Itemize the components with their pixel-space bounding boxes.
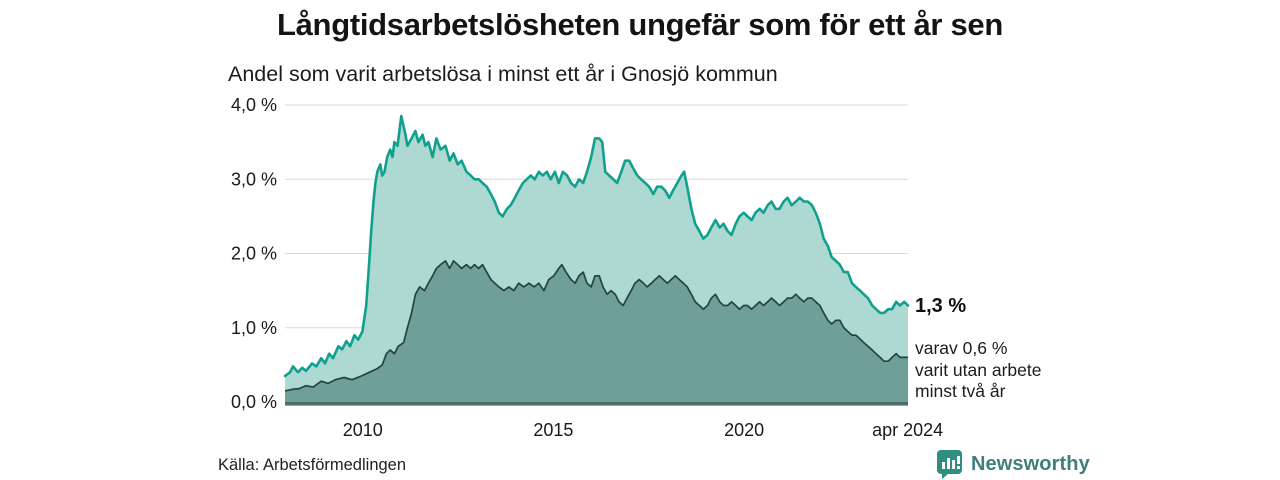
svg-text:2,0 %: 2,0 % [231, 244, 277, 264]
svg-text:1,0 %: 1,0 % [231, 318, 277, 338]
svg-text:2015: 2015 [533, 420, 573, 440]
svg-text:4,0 %: 4,0 % [231, 95, 277, 115]
page-title: Långtidsarbetslösheten ungefär som för e… [276, 7, 1003, 42]
end-value-label: 1,3 % [915, 295, 967, 317]
newsworthy-wordmark: Newsworthy [971, 452, 1090, 475]
chart-subtitle: Andel som varit arbetslösa i minst ett å… [228, 62, 778, 86]
end-sub-line: varav 0,6 % [915, 338, 1008, 358]
svg-text:apr 2024: apr 2024 [872, 420, 943, 440]
end-sub-line: minst två år [915, 381, 1006, 401]
svg-text:2010: 2010 [343, 420, 383, 440]
newsworthy-logo: Newsworthy [936, 450, 1090, 479]
end-sub-annotation: varav 0,6 % varit utan arbete minst två … [915, 338, 1041, 403]
end-sub-line: varit utan arbete [915, 359, 1042, 380]
svg-text:2020: 2020 [724, 420, 764, 440]
svg-text:0,0 %: 0,0 % [231, 392, 277, 412]
svg-text:3,0 %: 3,0 % [231, 169, 277, 189]
newsworthy-icon [937, 450, 962, 479]
source-note: Källa: Arbetsförmedlingen [218, 456, 407, 474]
